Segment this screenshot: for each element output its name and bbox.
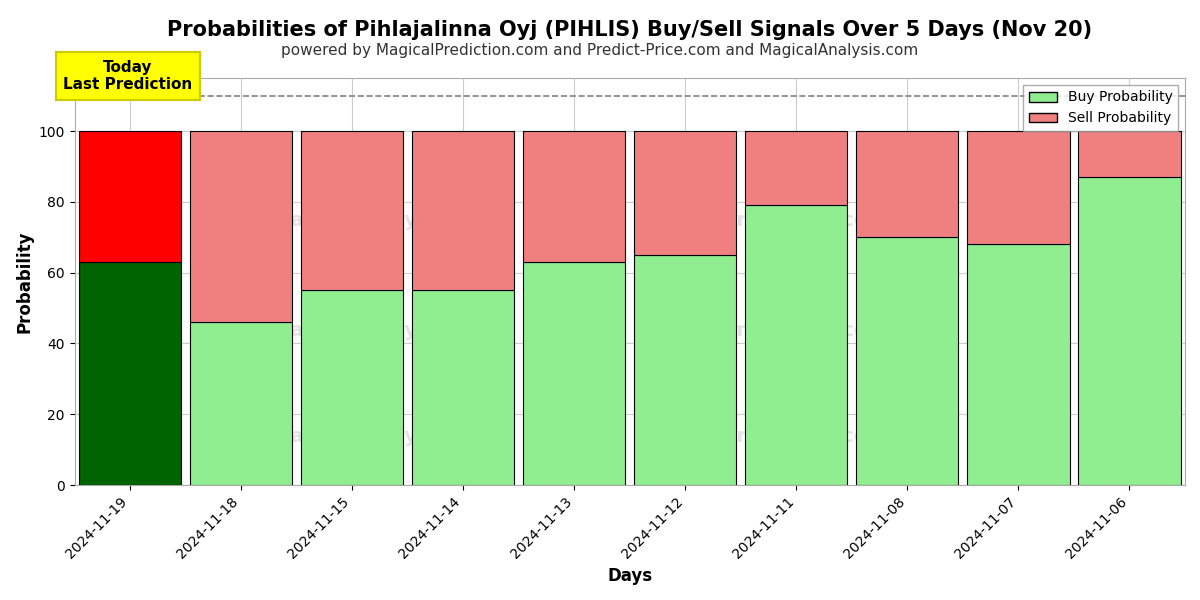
- Bar: [412, 131, 515, 290]
- Bar: [190, 131, 293, 322]
- Bar: [635, 131, 737, 255]
- Text: MagicalAnalysis.com: MagicalAnalysis.com: [271, 427, 499, 446]
- Bar: [635, 255, 737, 485]
- Text: MagicalPrediction.com: MagicalPrediction.com: [638, 427, 888, 446]
- Bar: [1079, 177, 1181, 485]
- Bar: [301, 290, 403, 485]
- Bar: [79, 262, 181, 485]
- Bar: [745, 131, 847, 205]
- Bar: [523, 262, 625, 485]
- Text: powered by MagicalPrediction.com and Predict-Price.com and MagicalAnalysis.com: powered by MagicalPrediction.com and Pre…: [281, 43, 919, 58]
- Title: Probabilities of Pihlajalinna Oyj (PIHLIS) Buy/Sell Signals Over 5 Days (Nov 20): Probabilities of Pihlajalinna Oyj (PIHLI…: [167, 20, 1092, 40]
- Bar: [523, 131, 625, 262]
- Text: MagicalAnalysis.com: MagicalAnalysis.com: [271, 211, 499, 230]
- Bar: [967, 131, 1069, 244]
- Bar: [857, 237, 959, 485]
- Text: Today
Last Prediction: Today Last Prediction: [64, 60, 192, 92]
- Bar: [1079, 131, 1181, 177]
- Bar: [857, 131, 959, 237]
- Text: MagicalPrediction.com: MagicalPrediction.com: [638, 211, 888, 230]
- Text: MagicalPrediction.com: MagicalPrediction.com: [638, 321, 888, 340]
- Bar: [412, 290, 515, 485]
- Bar: [745, 205, 847, 485]
- Bar: [190, 322, 293, 485]
- Bar: [301, 131, 403, 290]
- Bar: [967, 244, 1069, 485]
- Bar: [79, 131, 181, 262]
- Text: MagicalAnalysis.com: MagicalAnalysis.com: [271, 321, 499, 340]
- X-axis label: Days: Days: [607, 567, 653, 585]
- Legend: Buy Probability, Sell Probability: Buy Probability, Sell Probability: [1024, 85, 1178, 131]
- Y-axis label: Probability: Probability: [16, 230, 34, 333]
